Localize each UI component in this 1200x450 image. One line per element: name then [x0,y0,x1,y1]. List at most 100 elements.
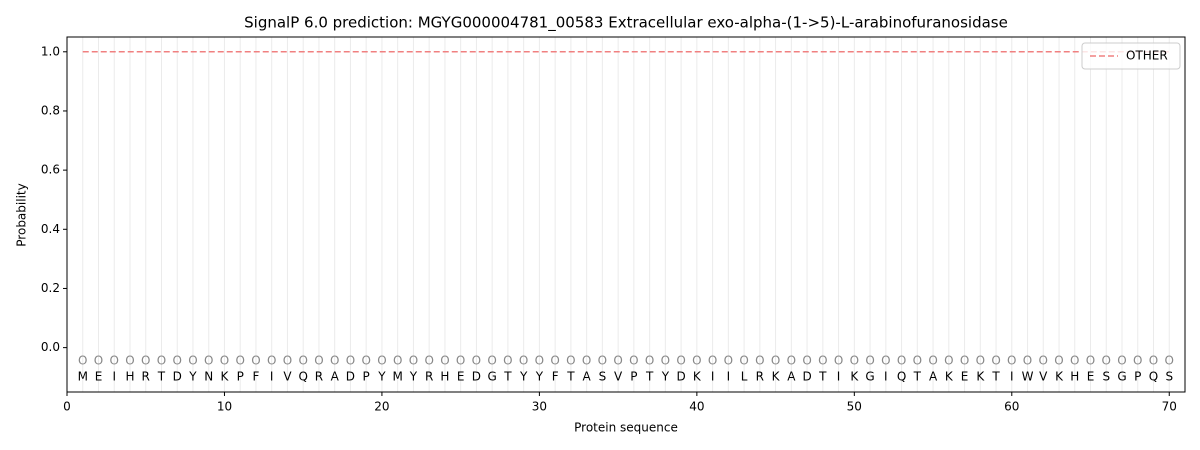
x-tick-label: 50 [847,400,862,414]
state-label: O [598,353,607,367]
state-label: O [724,353,733,367]
state-label: O [834,353,843,367]
state-label: O [582,353,591,367]
state-label: O [960,353,969,367]
residue-label: T [157,370,166,384]
state-label: O [1070,353,1079,367]
state-label: O [881,353,890,367]
state-label: O [487,353,496,367]
state-label: O [157,353,166,367]
residue-label: I [837,370,841,384]
residue-label: A [787,370,796,384]
residue-label: S [1102,370,1110,384]
residue-label: Y [535,370,544,384]
residue-label: T [913,370,922,384]
residue-label: G [865,370,874,384]
state-label: O [802,353,811,367]
residue-label: E [457,370,465,384]
residue-label: T [566,370,575,384]
state-label: O [913,353,922,367]
residue-label: Y [409,370,418,384]
residue-label: H [125,370,134,384]
state-label: O [739,353,748,367]
residue-label: L [741,370,748,384]
residue-label: K [976,370,985,384]
legend-label: OTHER [1126,49,1168,63]
state-label: O [267,353,276,367]
x-tick-label: 70 [1162,400,1177,414]
state-label: O [1086,353,1095,367]
state-label: O [235,353,244,367]
residue-label: K [945,370,954,384]
residue-label: A [583,370,592,384]
state-label: O [472,353,481,367]
state-label: O [708,353,717,367]
residue-label: V [283,370,292,384]
state-label: O [377,353,386,367]
state-label: O [330,353,339,367]
residue-label: V [614,370,623,384]
residue-label: I [727,370,731,384]
residue-label: H [440,370,449,384]
y-tick-label: 1.0 [41,44,60,58]
state-label: O [503,353,512,367]
x-tick-label: 0 [63,400,71,414]
residue-label: K [850,370,859,384]
state-label: O [865,353,874,367]
residue-label: T [503,370,512,384]
state-label: O [897,353,906,367]
residue-label: R [315,370,323,384]
residue-label: P [1134,370,1141,384]
state-label: O [1039,353,1048,367]
state-label: O [1102,353,1111,367]
state-label: O [125,353,134,367]
residue-label: G [1117,370,1126,384]
state-label: O [944,353,953,367]
state-label: O [298,353,307,367]
x-axis-label: Protein sequence [574,421,678,435]
state-label: O [1117,353,1126,367]
residue-label: G [487,370,496,384]
residue-label: P [363,370,370,384]
residue-label: D [472,370,481,384]
residue-label: E [1087,370,1095,384]
residue-label: I [270,370,274,384]
state-label: O [94,353,103,367]
residue-label: M [78,370,88,384]
residue-label: Q [897,370,906,384]
residue-label: Q [298,370,307,384]
state-label: O [440,353,449,367]
residue-label: I [1010,370,1014,384]
state-label: O [172,353,181,367]
residue-label: Y [377,370,386,384]
state-label: O [629,353,638,367]
state-label: O [755,353,764,367]
y-tick-label: 0.2 [41,281,60,295]
residue-label: T [818,370,827,384]
state-label: O [220,353,229,367]
legend-box [1081,42,1181,70]
state-label: O [976,353,985,367]
state-label: O [1149,353,1158,367]
y-tick-label: 0.8 [41,103,60,117]
residue-label: I [884,370,888,384]
residue-label: H [1070,370,1079,384]
residue-label: R [756,370,764,384]
y-axis-label: Probability [15,183,29,246]
state-label: O [676,353,685,367]
residue-label: I [112,370,116,384]
state-label: O [188,353,197,367]
residue-label: I [711,370,715,384]
plot-frame [66,36,1186,393]
residue-label: V [1039,370,1048,384]
x-tick-label: 30 [532,400,547,414]
state-label: O [566,353,575,367]
residue-label: R [425,370,433,384]
state-label: O [1133,353,1142,367]
residue-label: F [253,370,260,384]
residue-label: M [392,370,402,384]
residue-label: R [142,370,150,384]
residue-label: T [645,370,654,384]
x-tick-label: 20 [374,400,389,414]
residue-label: D [346,370,355,384]
